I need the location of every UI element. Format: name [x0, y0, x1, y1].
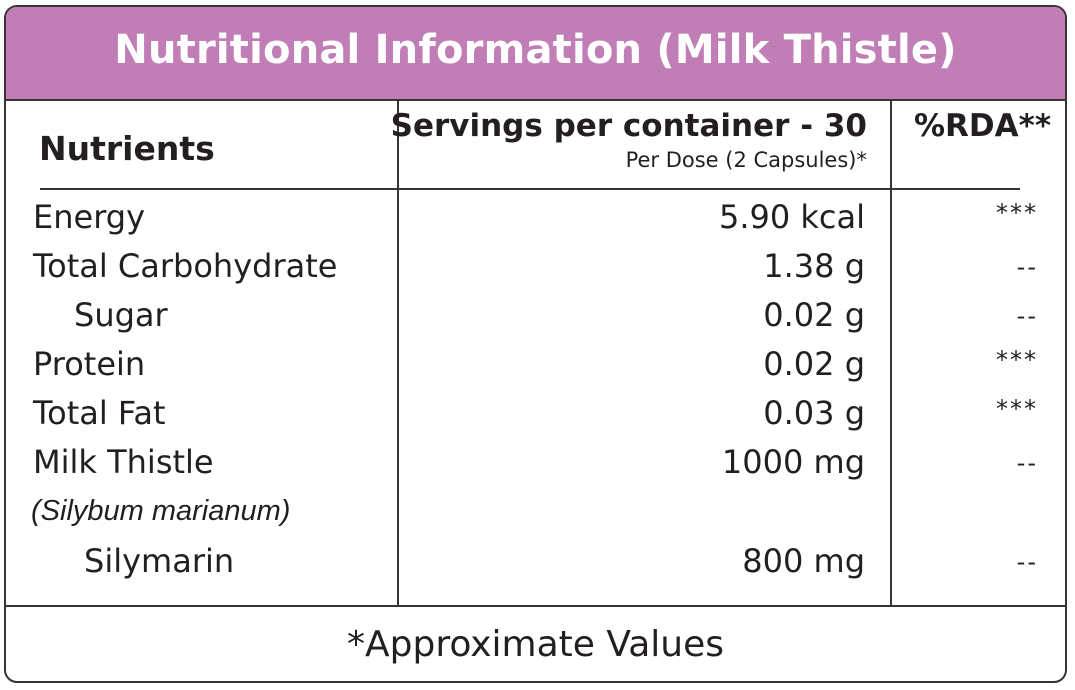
footnote: *Approximate Values — [346, 624, 724, 665]
nutrient-name: Milk Thistle — [33, 443, 214, 481]
nutrient-name: Protein — [33, 345, 146, 383]
title-bar: Nutritional Information (Milk Thistle) — [6, 7, 1065, 101]
nutrient-amount: 1000 mg — [721, 443, 865, 481]
nutrient-rda: *** — [996, 395, 1038, 423]
rda-header: %RDA** — [914, 108, 1052, 144]
nutrient-rda: *** — [996, 346, 1038, 374]
column-divider-2 — [890, 101, 892, 606]
nutrient-name: Silymarin — [84, 542, 235, 580]
footer-divider — [6, 605, 1065, 607]
nutrient-amount: 800 mg — [742, 542, 865, 580]
nutrient-name: Energy — [33, 198, 146, 236]
per-dose-note: Per Dose (2 Capsules)* — [625, 148, 867, 172]
nutrient-rda: -- — [1016, 548, 1038, 576]
nutrient-amount: 0.02 g — [763, 345, 865, 383]
nutrient-rda: -- — [1016, 449, 1038, 477]
nutrient-name: Total Carbohydrate — [33, 247, 338, 285]
nutrient-name: Sugar — [74, 296, 168, 334]
nutrient-name: Total Fat — [33, 394, 166, 432]
nutrient-amount: 0.03 g — [763, 394, 865, 432]
nutrient-amount: 5.90 kcal — [718, 198, 865, 236]
botanical-name: (Silybum marianum) — [31, 495, 291, 527]
nutrient-amount: 1.38 g — [763, 247, 865, 285]
nutrient-rda: *** — [996, 199, 1038, 227]
nutrition-panel: Nutritional Information (Milk Thistle) N… — [4, 5, 1067, 683]
nutrients-header: Nutrients — [39, 129, 215, 168]
nutrient-rda: -- — [1016, 302, 1038, 330]
nutrient-amount: 0.02 g — [763, 296, 865, 334]
header-underline — [40, 188, 1020, 190]
column-divider-1 — [397, 101, 399, 606]
panel-title: Nutritional Information (Milk Thistle) — [114, 27, 957, 73]
servings-header: Servings per container - 30 — [390, 108, 867, 144]
nutrient-rda: -- — [1016, 253, 1038, 281]
